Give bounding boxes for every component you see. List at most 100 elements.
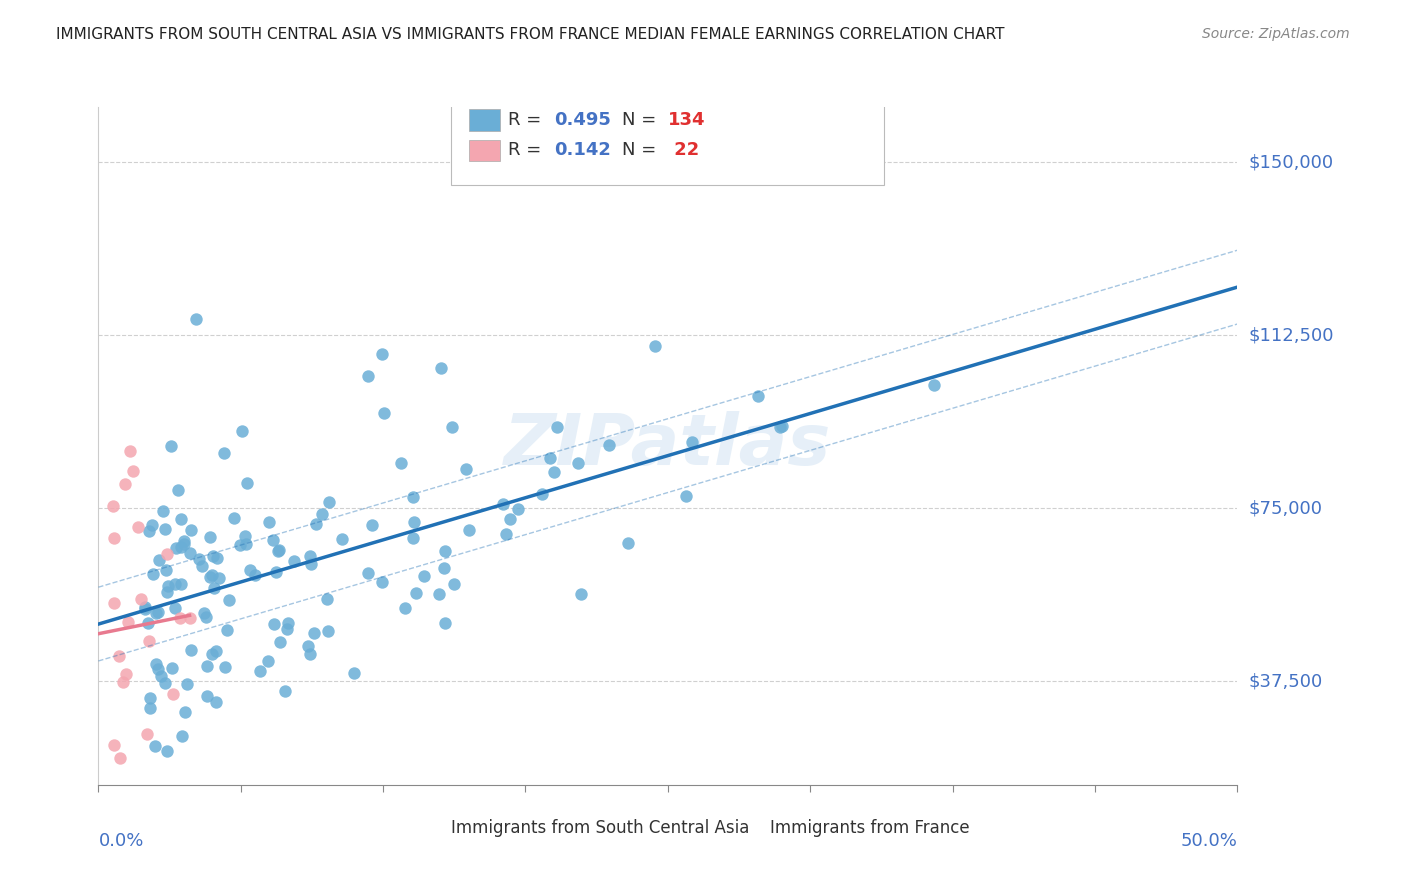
Point	[143, 739, 166, 753]
Point	[405, 586, 427, 600]
Point	[117, 615, 139, 630]
Text: IMMIGRANTS FROM SOUTH CENTRAL ASIA VS IMMIGRANTS FROM FRANCE MEDIAN FEMALE EARNI: IMMIGRANTS FROM SOUTH CENTRAL ASIA VS IM…	[56, 27, 1005, 42]
Point	[569, 587, 592, 601]
Point	[267, 543, 290, 558]
Point	[114, 667, 136, 681]
Point	[297, 639, 319, 653]
Point	[263, 617, 285, 632]
Point	[429, 361, 451, 376]
Point	[127, 520, 149, 534]
Point	[139, 691, 162, 706]
Point	[148, 553, 170, 567]
Text: $150,000: $150,000	[1249, 153, 1333, 171]
Point	[160, 660, 183, 674]
Text: Immigrants from France: Immigrants from France	[770, 820, 970, 838]
FancyBboxPatch shape	[468, 139, 501, 161]
Text: N =: N =	[623, 111, 662, 129]
Point	[454, 462, 477, 476]
Point	[540, 450, 562, 465]
Point	[616, 536, 638, 550]
Point	[305, 517, 328, 532]
Point	[111, 675, 134, 690]
Point	[179, 611, 201, 625]
Text: 50.0%: 50.0%	[1181, 832, 1237, 850]
Point	[141, 517, 163, 532]
Point	[165, 541, 187, 555]
Point	[506, 502, 529, 516]
Point	[204, 694, 226, 708]
Point	[153, 522, 176, 536]
Text: 0.495: 0.495	[554, 111, 610, 129]
Point	[433, 561, 456, 575]
Point	[236, 476, 259, 491]
Point	[231, 424, 253, 438]
Point	[146, 606, 169, 620]
Text: $37,500: $37,500	[1249, 673, 1323, 690]
Point	[357, 368, 380, 383]
Point	[360, 517, 382, 532]
Point	[195, 659, 218, 673]
Point	[402, 490, 425, 504]
Text: ZIPatlas: ZIPatlas	[505, 411, 831, 481]
Point	[495, 527, 517, 541]
Text: $75,000: $75,000	[1249, 500, 1323, 517]
Point	[330, 532, 353, 546]
Point	[103, 738, 125, 752]
Point	[413, 568, 436, 582]
Point	[371, 347, 394, 361]
Point	[167, 483, 190, 497]
Point	[217, 623, 239, 637]
Point	[155, 675, 177, 690]
Point	[443, 577, 465, 591]
Point	[170, 577, 193, 591]
Point	[180, 523, 202, 537]
Point	[567, 456, 589, 470]
Point	[170, 729, 193, 743]
Point	[163, 577, 186, 591]
Point	[118, 443, 141, 458]
Point	[427, 587, 450, 601]
Point	[389, 456, 412, 470]
Point	[103, 531, 125, 545]
Point	[343, 665, 366, 680]
Point	[204, 644, 226, 658]
FancyBboxPatch shape	[423, 821, 443, 836]
Point	[205, 550, 228, 565]
Point	[114, 477, 136, 491]
Point	[499, 512, 522, 526]
Text: 134: 134	[668, 111, 706, 129]
Point	[598, 438, 620, 452]
Point	[644, 339, 666, 353]
Point	[155, 563, 177, 577]
Point	[103, 596, 125, 610]
Point	[134, 599, 156, 614]
Point	[922, 378, 945, 392]
Point	[135, 727, 157, 741]
Point	[283, 554, 305, 568]
Point	[173, 705, 195, 719]
Text: 0.0%: 0.0%	[98, 832, 143, 850]
Point	[222, 511, 245, 525]
Point	[276, 622, 298, 636]
Point	[170, 540, 193, 554]
Point	[152, 504, 174, 518]
Point	[145, 606, 167, 620]
Point	[401, 531, 423, 545]
Point	[492, 496, 515, 510]
Point	[235, 529, 257, 543]
Point	[195, 689, 218, 703]
Text: Immigrants from South Central Asia: Immigrants from South Central Asia	[451, 820, 749, 838]
Point	[229, 538, 252, 552]
Point	[243, 568, 266, 582]
Point	[433, 544, 456, 558]
Point	[193, 606, 215, 620]
Point	[434, 615, 457, 630]
Point	[371, 575, 394, 590]
Point	[173, 536, 195, 550]
Point	[201, 648, 224, 662]
Point	[190, 559, 212, 574]
Text: 22: 22	[668, 142, 699, 160]
Point	[160, 438, 183, 452]
Point	[156, 585, 179, 599]
Point	[179, 546, 201, 560]
